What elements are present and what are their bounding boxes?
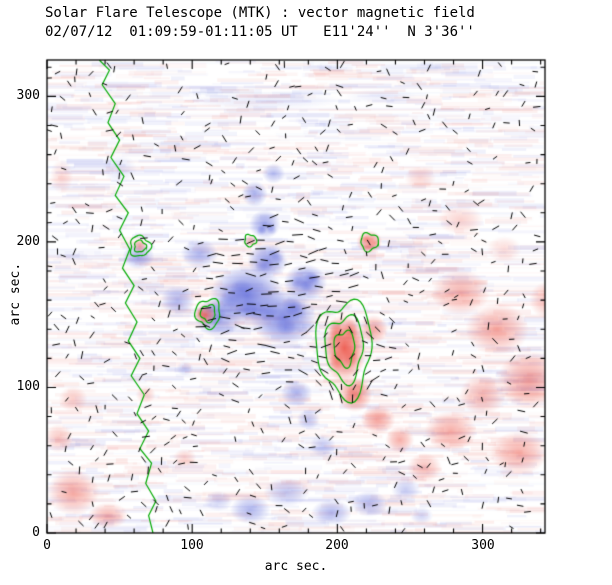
y-tick-label-300: 300: [16, 88, 40, 103]
y-tick-label-0: 0: [32, 525, 40, 540]
chart-title: Solar Flare Telescope (MTK) : vector mag…: [45, 5, 475, 21]
y-axis-label: arc sec.: [7, 262, 23, 326]
chart-subtitle: 02/07/12 01:09:59-01:11:05 UT E11'24'' N…: [45, 24, 475, 40]
y-tick-label-100: 100: [16, 379, 40, 394]
x-tick-label-200: 200: [325, 538, 349, 553]
x-tick-label-100: 100: [180, 538, 204, 553]
x-axis-label: arc sec.: [264, 559, 328, 574]
x-tick-label-0: 0: [43, 538, 51, 553]
x-tick-label-300: 300: [471, 538, 495, 553]
y-tick-label-200: 200: [16, 234, 40, 249]
